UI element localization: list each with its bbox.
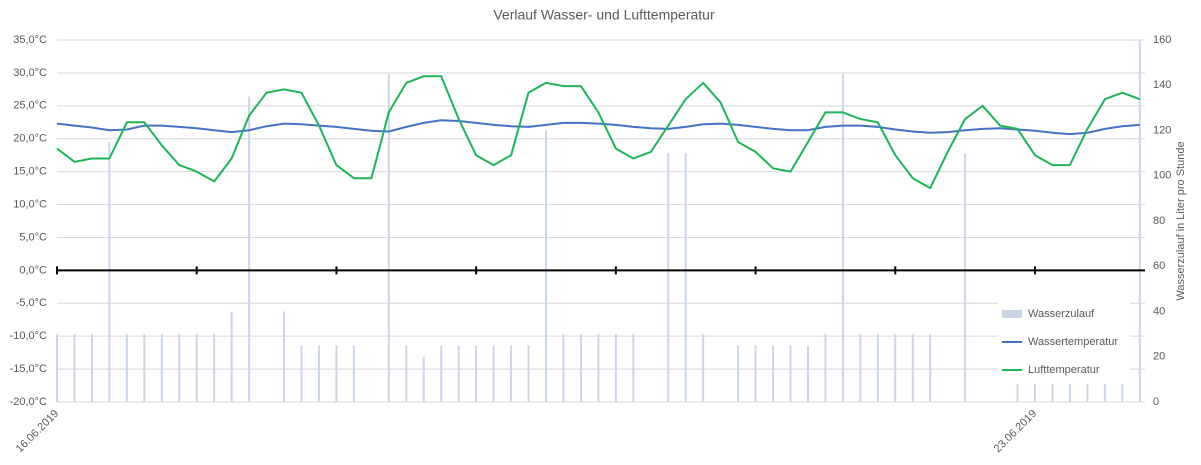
- bar: [283, 311, 286, 402]
- bar: [1121, 383, 1124, 402]
- y-tick-label: 0,0°C: [19, 264, 47, 276]
- bar: [824, 334, 827, 402]
- bar: [510, 345, 513, 402]
- legend-swatch: [1002, 310, 1022, 318]
- bar: [667, 153, 670, 402]
- bar: [614, 334, 617, 402]
- bar: [1034, 383, 1036, 402]
- y2-tick-label: 140: [1153, 79, 1171, 91]
- y-tick-label: 15,0°C: [13, 166, 47, 178]
- bar: [108, 141, 111, 402]
- bar: [772, 345, 775, 402]
- bar: [527, 345, 530, 402]
- bar: [684, 153, 687, 402]
- y2-tick-label: 80: [1153, 215, 1165, 227]
- bar: [90, 334, 93, 402]
- legend-label: Lufttemperatur: [1028, 364, 1100, 376]
- y2-tick-label: 60: [1153, 260, 1165, 272]
- bar: [56, 334, 58, 402]
- bar: [317, 345, 320, 402]
- bar: [1103, 383, 1106, 402]
- bar: [475, 345, 478, 402]
- y2-tick-label: 160: [1153, 34, 1171, 46]
- bar: [73, 334, 76, 402]
- bar: [1068, 383, 1071, 402]
- bar: [422, 356, 425, 402]
- bar: [300, 345, 303, 402]
- bar: [1051, 383, 1054, 402]
- line: [56, 75, 1141, 190]
- bar: [859, 334, 862, 402]
- bar: [405, 345, 408, 402]
- y-tick-label: -20,0°C: [10, 396, 47, 408]
- bar: [352, 345, 355, 402]
- bar: [876, 334, 879, 402]
- bar: [143, 334, 146, 402]
- bar: [248, 96, 251, 402]
- bar: [195, 334, 198, 402]
- x-tick-label: 23.06.2019: [992, 408, 1039, 455]
- y2-tick-label: 120: [1153, 124, 1171, 136]
- bar: [213, 334, 216, 402]
- bar: [1086, 383, 1089, 402]
- bar: [1138, 40, 1141, 402]
- bar: [806, 345, 809, 402]
- bar: [125, 334, 128, 402]
- bar: [160, 334, 163, 402]
- bar: [579, 334, 582, 402]
- x-tick-label: 16.06.2019: [14, 408, 61, 455]
- bar: [702, 334, 705, 402]
- bar: [335, 345, 338, 402]
- y-tick-label: -15,0°C: [10, 363, 47, 375]
- y2-axis-label: Wasserzulauf in Liter pro Stunde: [1175, 141, 1187, 300]
- y-tick-label: 35,0°C: [13, 34, 47, 46]
- y2-tick-label: 20: [1153, 351, 1165, 363]
- bar: [894, 334, 897, 402]
- bar: [632, 334, 635, 402]
- bar: [387, 73, 390, 402]
- bar: [178, 334, 181, 402]
- bar: [841, 73, 844, 402]
- bar: [230, 311, 233, 402]
- bar: [929, 334, 932, 402]
- bar: [597, 334, 600, 402]
- y2-tick-label: 100: [1153, 170, 1171, 182]
- chart-title: Verlauf Wasser- und Lufttemperatur: [493, 7, 715, 23]
- bar: [911, 334, 914, 402]
- y2-tick-label: 0: [1153, 396, 1159, 408]
- bar: [492, 345, 495, 402]
- bar: [964, 153, 967, 402]
- y-tick-label: 20,0°C: [13, 133, 47, 145]
- bar: [754, 345, 757, 402]
- bar: [737, 345, 740, 402]
- y-tick-label: 30,0°C: [13, 67, 47, 79]
- y-tick-label: 10,0°C: [13, 198, 47, 210]
- bar: [789, 345, 792, 402]
- bar: [1016, 383, 1019, 402]
- y-tick-label: -5,0°C: [16, 297, 47, 309]
- y-tick-label: -10,0°C: [10, 330, 47, 342]
- y-tick-label: 25,0°C: [13, 100, 47, 112]
- y-tick-label: 5,0°C: [19, 231, 47, 243]
- bar: [562, 334, 565, 402]
- bar: [440, 345, 443, 402]
- bar: [545, 130, 547, 402]
- legend-label: Wassertemperatur: [1028, 336, 1118, 348]
- bar: [457, 345, 460, 402]
- line: [56, 119, 1140, 136]
- y2-tick-label: 40: [1153, 305, 1165, 317]
- legend-label: Wasserzulauf: [1028, 308, 1095, 320]
